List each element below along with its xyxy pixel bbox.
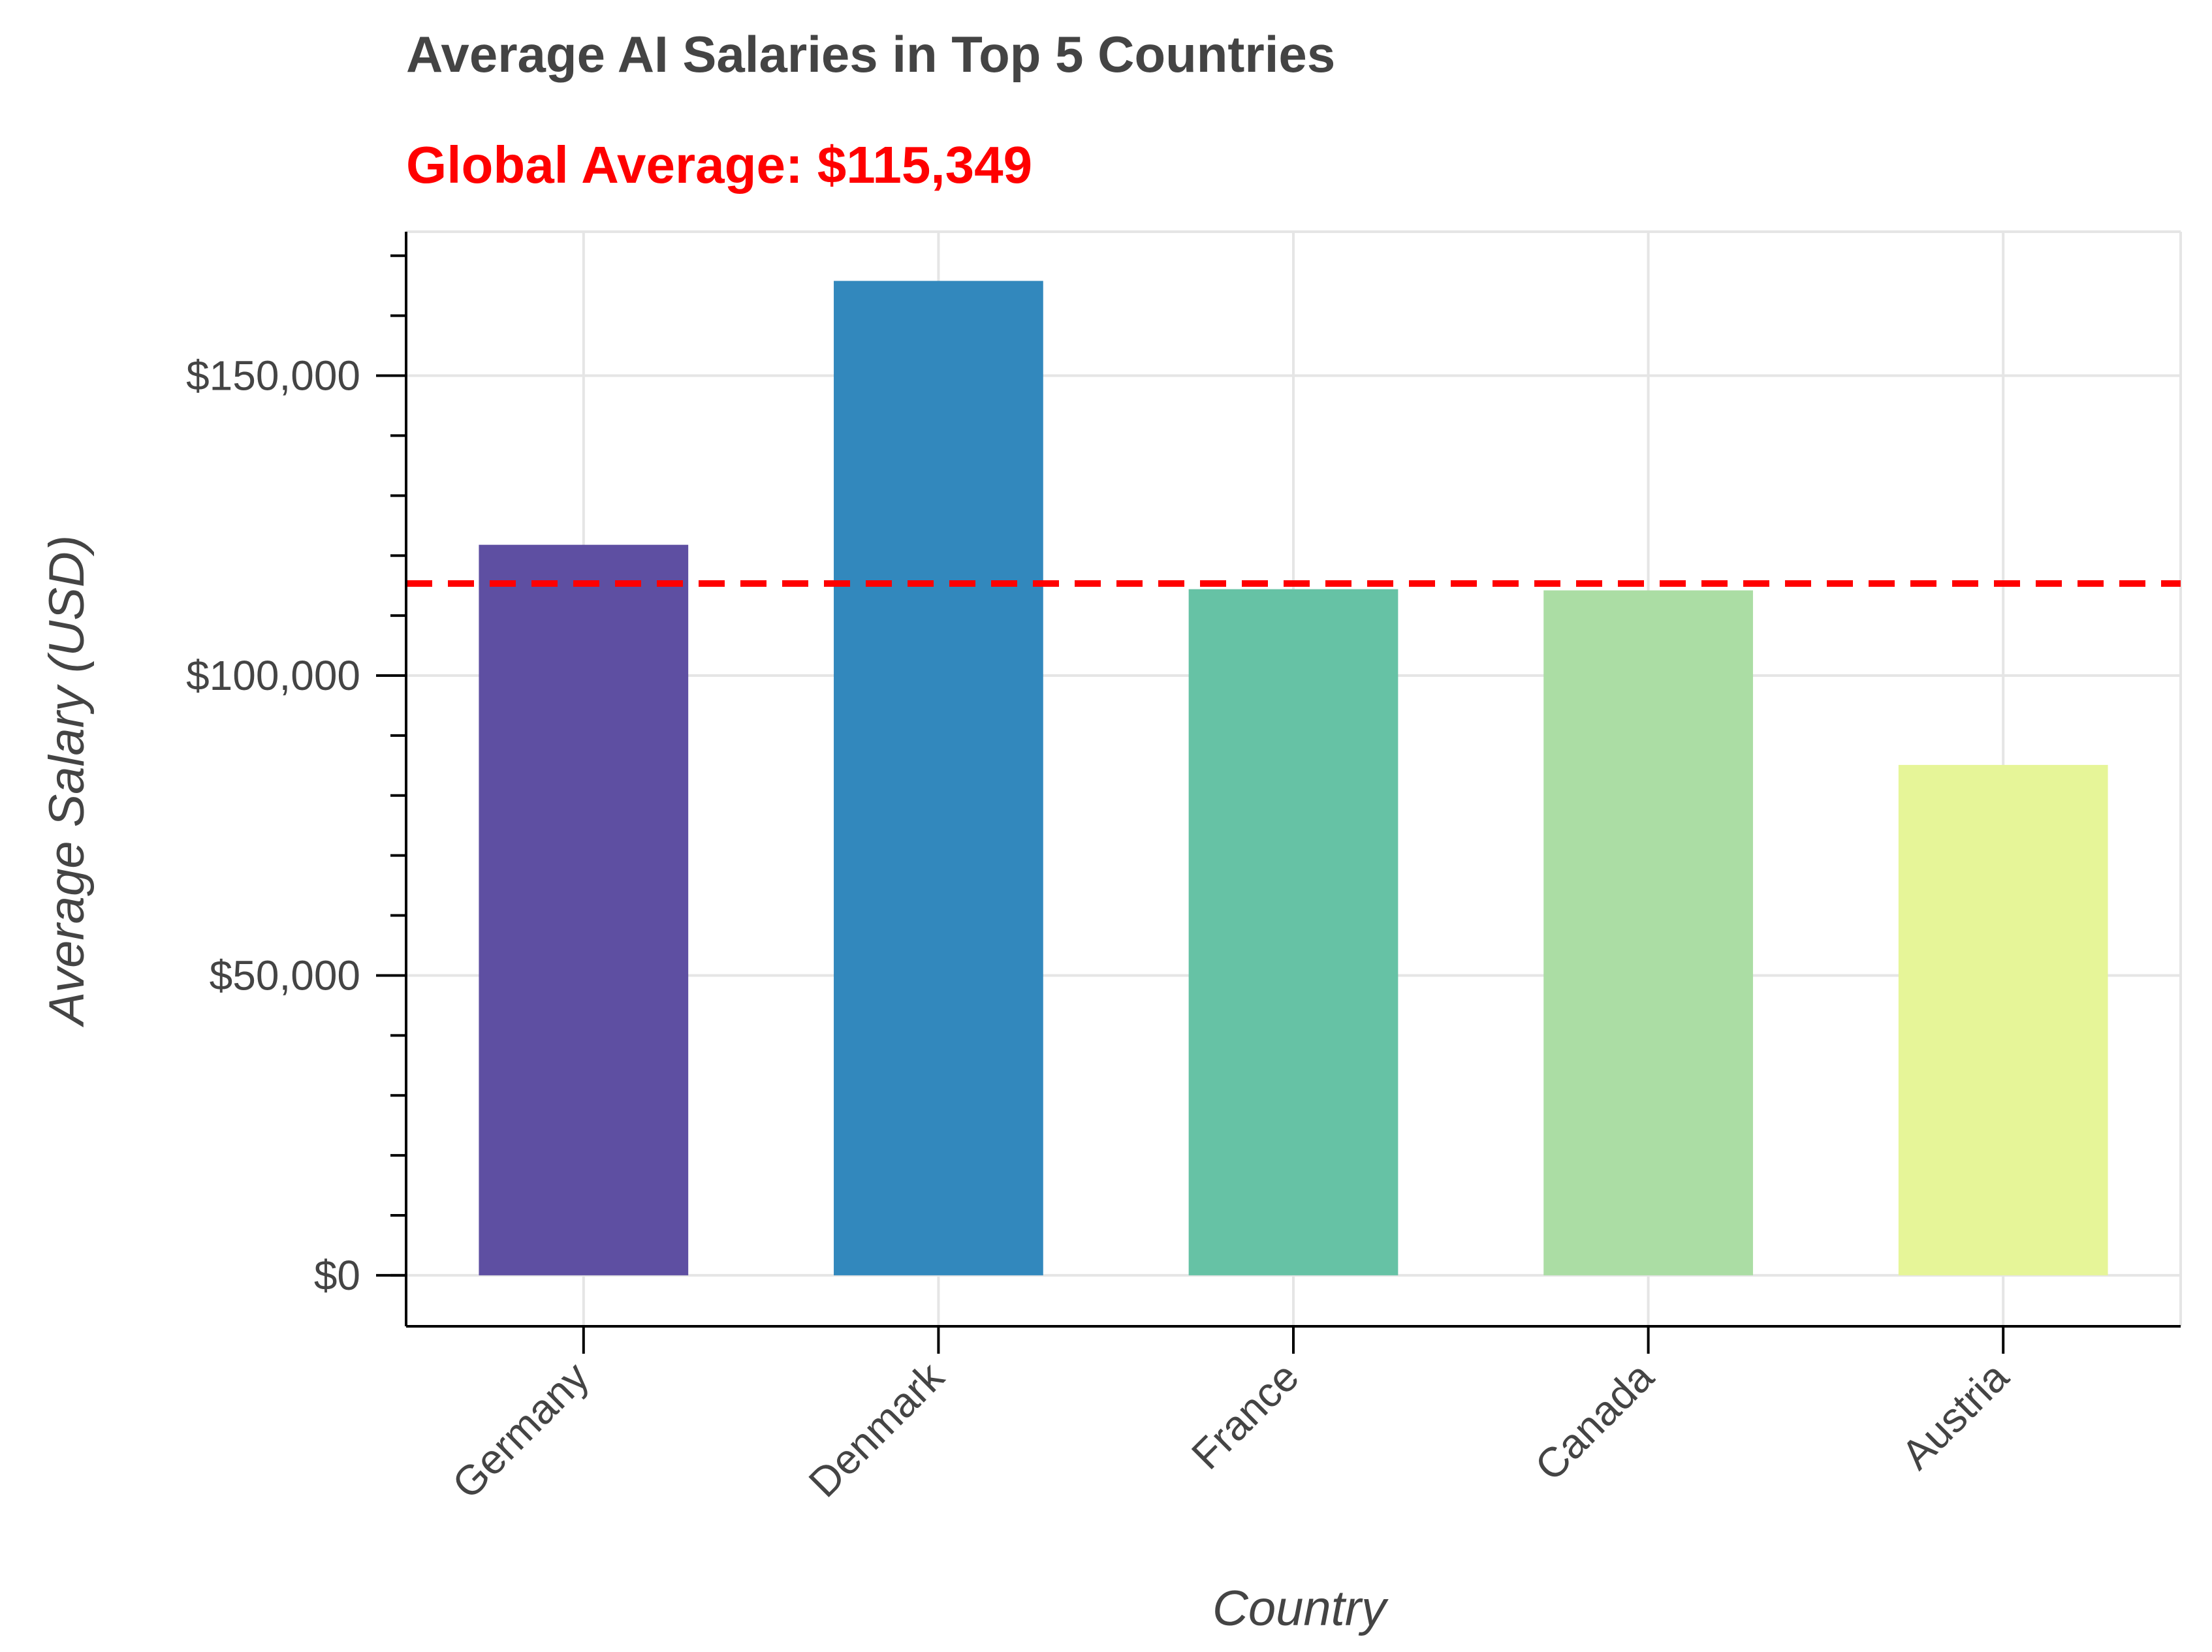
- chart-title: Average AI Salaries in Top 5 Countries: [406, 25, 1335, 83]
- y-axis-label: Average Salary (USD): [39, 535, 95, 1027]
- bar-germany: [479, 544, 689, 1275]
- axes: [376, 232, 2181, 1354]
- x-axis-label: Country: [1212, 1581, 1389, 1636]
- x-tick-label-canada: Canada: [1526, 1353, 1663, 1490]
- y-tick-label: $50,000: [210, 952, 360, 999]
- bars: [479, 281, 2108, 1275]
- x-tick-label-france: France: [1182, 1353, 1308, 1478]
- bar-france: [1188, 589, 1398, 1275]
- chart-subtitle: Global Average: $115,349: [406, 136, 1032, 194]
- y-tick-label: $0: [314, 1252, 360, 1299]
- bar-canada: [1543, 590, 1753, 1275]
- y-tick-label: $100,000: [186, 652, 360, 699]
- x-tick-label-germany: Germany: [443, 1353, 598, 1508]
- bar-denmark: [834, 281, 1043, 1275]
- x-tick-label-austria: Austria: [1892, 1353, 2017, 1478]
- y-tick-label: $150,000: [186, 352, 360, 399]
- bar-austria: [1898, 764, 2108, 1275]
- x-tick-label-denmark: Denmark: [800, 1352, 953, 1506]
